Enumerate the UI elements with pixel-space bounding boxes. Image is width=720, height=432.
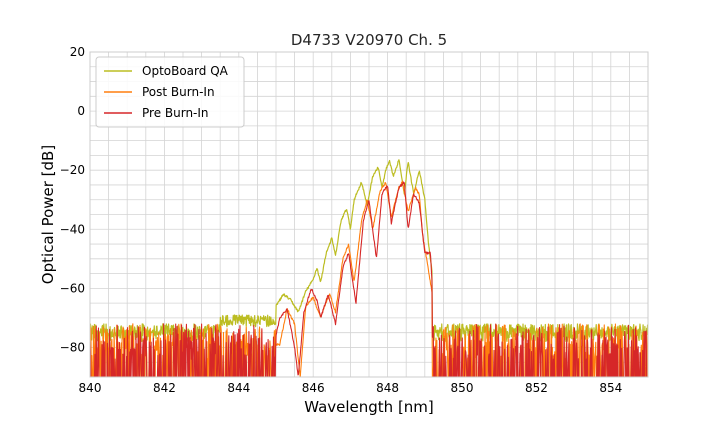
y-tick-label: 0 — [77, 104, 85, 118]
x-tick-label: 848 — [376, 381, 399, 395]
plot-frame — [89, 51, 649, 378]
legend-box — [95, 56, 245, 128]
y-tick-label: −80 — [60, 340, 85, 354]
x-tick-label: 844 — [227, 381, 250, 395]
x-axis-label: Wavelength [nm] — [304, 398, 434, 416]
y-axis-label: Optical Power [dB] — [39, 145, 57, 284]
legend-label-post-burn-in: Post Burn-In — [142, 85, 215, 99]
y-tick-label: −60 — [60, 281, 85, 295]
x-tick-label: 842 — [153, 381, 176, 395]
y-tick-label: −20 — [60, 163, 85, 177]
chart-title: D4733 V20970 Ch. 5 — [291, 31, 447, 49]
x-tick-label: 846 — [302, 381, 325, 395]
series-line-optoboard-qa — [90, 159, 648, 343]
x-tick-label: 854 — [599, 381, 622, 395]
series-line-pre-burn-in — [90, 181, 648, 377]
legend-label-pre-burn-in: Pre Burn-In — [142, 106, 209, 120]
legend-label-optoboard-qa: OptoBoard QA — [142, 64, 229, 78]
x-tick-label: 852 — [525, 381, 548, 395]
y-tick-label: −40 — [60, 222, 85, 236]
series-layer — [90, 159, 648, 377]
x-tick-label: 840 — [79, 381, 102, 395]
y-tick-label: 20 — [70, 45, 85, 59]
legend: OptoBoard QA Post Burn-In Pre Burn-In — [95, 56, 245, 128]
x-tick-label: 850 — [451, 381, 474, 395]
tick-labels: 840 842 844 846 848 850 852 854 −80 −60 −40 −20 0 20 — [60, 45, 623, 395]
